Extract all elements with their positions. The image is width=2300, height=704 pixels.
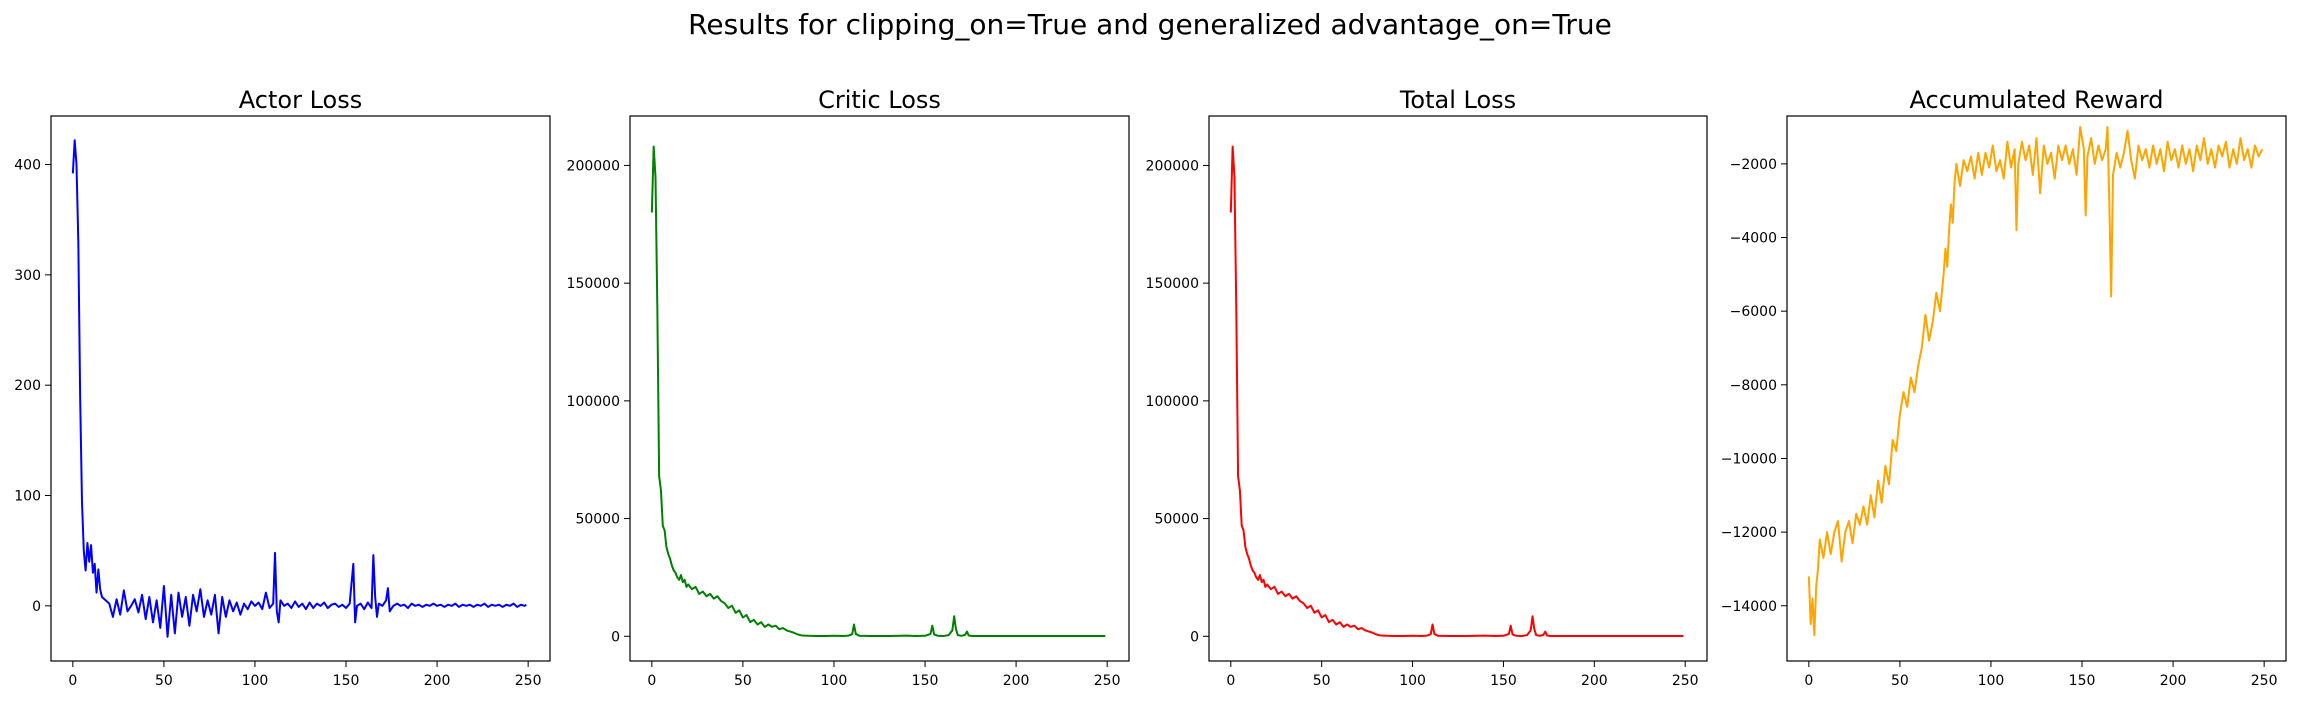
accumulated-reward-x-tick-label: 100 [1978,673,2005,689]
total-loss-title: Total Loss [1399,86,1516,114]
actor-loss-y-tick-label: 200 [14,378,41,394]
total-loss-x-tick-label: 50 [1313,673,1331,689]
total-loss-series-line [1229,145,1684,638]
critic-loss-x-tick-label: 150 [912,673,939,689]
total-loss-x-tick-label: 100 [1399,673,1426,689]
total-loss-x-tick-label: 200 [1581,673,1608,689]
total-loss-plot-frame [1208,115,1708,662]
critic-loss-y-tick-label: 0 [611,629,620,645]
accumulated-reward-panel: Accumulated Reward 0 50 100 150 200 250 −14000 −… [1721,86,2287,689]
accumulated-reward-x-tick-label: 250 [2251,673,2278,689]
accumulated-reward-x-tick-label: 150 [2069,673,2096,689]
accumulated-reward-plot-frame [1786,115,2287,662]
total-loss-x-tick-label: 0 [1226,673,1235,689]
actor-loss-x-tick-label: 150 [333,673,360,689]
accumulated-reward-y-tick-label: −4000 [1730,231,1777,247]
critic-loss-plot-frame [629,115,1130,662]
actor-loss-y-tick-label: 0 [32,599,41,615]
accumulated-reward-y-tick-label: −10000 [1721,451,1777,467]
total-loss-y-tick-label: 0 [1190,629,1199,645]
total-loss-y-tick-label: 100000 [1146,394,1199,410]
accumulated-reward-x-tick-label: 0 [1804,673,1813,689]
accumulated-reward-y-tick-label: −6000 [1730,304,1777,320]
critic-loss-title: Critic Loss [818,86,941,114]
critic-loss-y-tick-label: 100000 [567,394,620,410]
critic-loss-x-tick-label: 250 [1094,673,1121,689]
critic-loss-x-tick-label: 0 [647,673,656,689]
critic-loss-x-tick-label: 100 [821,673,848,689]
actor-loss-x-tick-label: 0 [68,673,77,689]
actor-loss-x-tick-label: 250 [515,673,542,689]
critic-loss-x-tick-label: 200 [1003,673,1030,689]
critic-loss-panel: Critic Loss 0 50 100 150 200 250 0 50000 100000 15… [567,86,1130,689]
actor-loss-y-tick-label: 100 [14,489,41,505]
accumulated-reward-y-tick-label: −8000 [1730,378,1777,394]
actor-loss-y-tick-label: 400 [14,158,41,174]
total-loss-x-tick-label: 150 [1490,673,1517,689]
total-loss-y-tick-label: 50000 [1154,512,1199,528]
critic-loss-y-tick-label: 150000 [567,276,620,292]
total-loss-y-tick-label: 150000 [1146,276,1199,292]
accumulated-reward-y-tick-label: −12000 [1721,525,1777,541]
critic-loss-x-tick-label: 50 [734,673,752,689]
accumulated-reward-y-tick-label: −2000 [1730,157,1777,173]
actor-loss-series-line [71,139,527,638]
actor-loss-x-tick-label: 100 [242,673,269,689]
accumulated-reward-x-tick-label: 50 [1891,673,1909,689]
total-loss-y-tick-label: 200000 [1146,158,1199,174]
critic-loss-y-tick-label: 200000 [567,158,620,174]
actor-loss-title: Actor Loss [239,86,362,114]
total-loss-x-tick-label: 250 [1672,673,1699,689]
accumulated-reward-title: Accumulated Reward [1910,86,2164,114]
actor-loss-x-tick-label: 200 [424,673,451,689]
actor-loss-x-tick-label: 50 [155,673,173,689]
actor-loss-y-tick-label: 300 [14,268,41,284]
figure-title: Results for clipping_on=True and general… [688,8,1612,41]
critic-loss-series-line [650,145,1106,638]
accumulated-reward-series-line [1807,126,2264,637]
actor-loss-plot-frame [50,115,551,662]
chart-panels: Actor Loss 0 50 100 150 200 250 0 100 200 300 400 Cr… [14,86,2287,689]
accumulated-reward-y-tick-label: −14000 [1721,599,1777,615]
total-loss-panel: Total Loss 0 50 100 150 200 250 0 50000 100000 150… [1146,86,1708,689]
accumulated-reward-x-tick-label: 200 [2160,673,2187,689]
actor-loss-panel: Actor Loss 0 50 100 150 200 250 0 100 200 300 400 [14,86,551,689]
critic-loss-y-tick-label: 50000 [575,512,620,528]
